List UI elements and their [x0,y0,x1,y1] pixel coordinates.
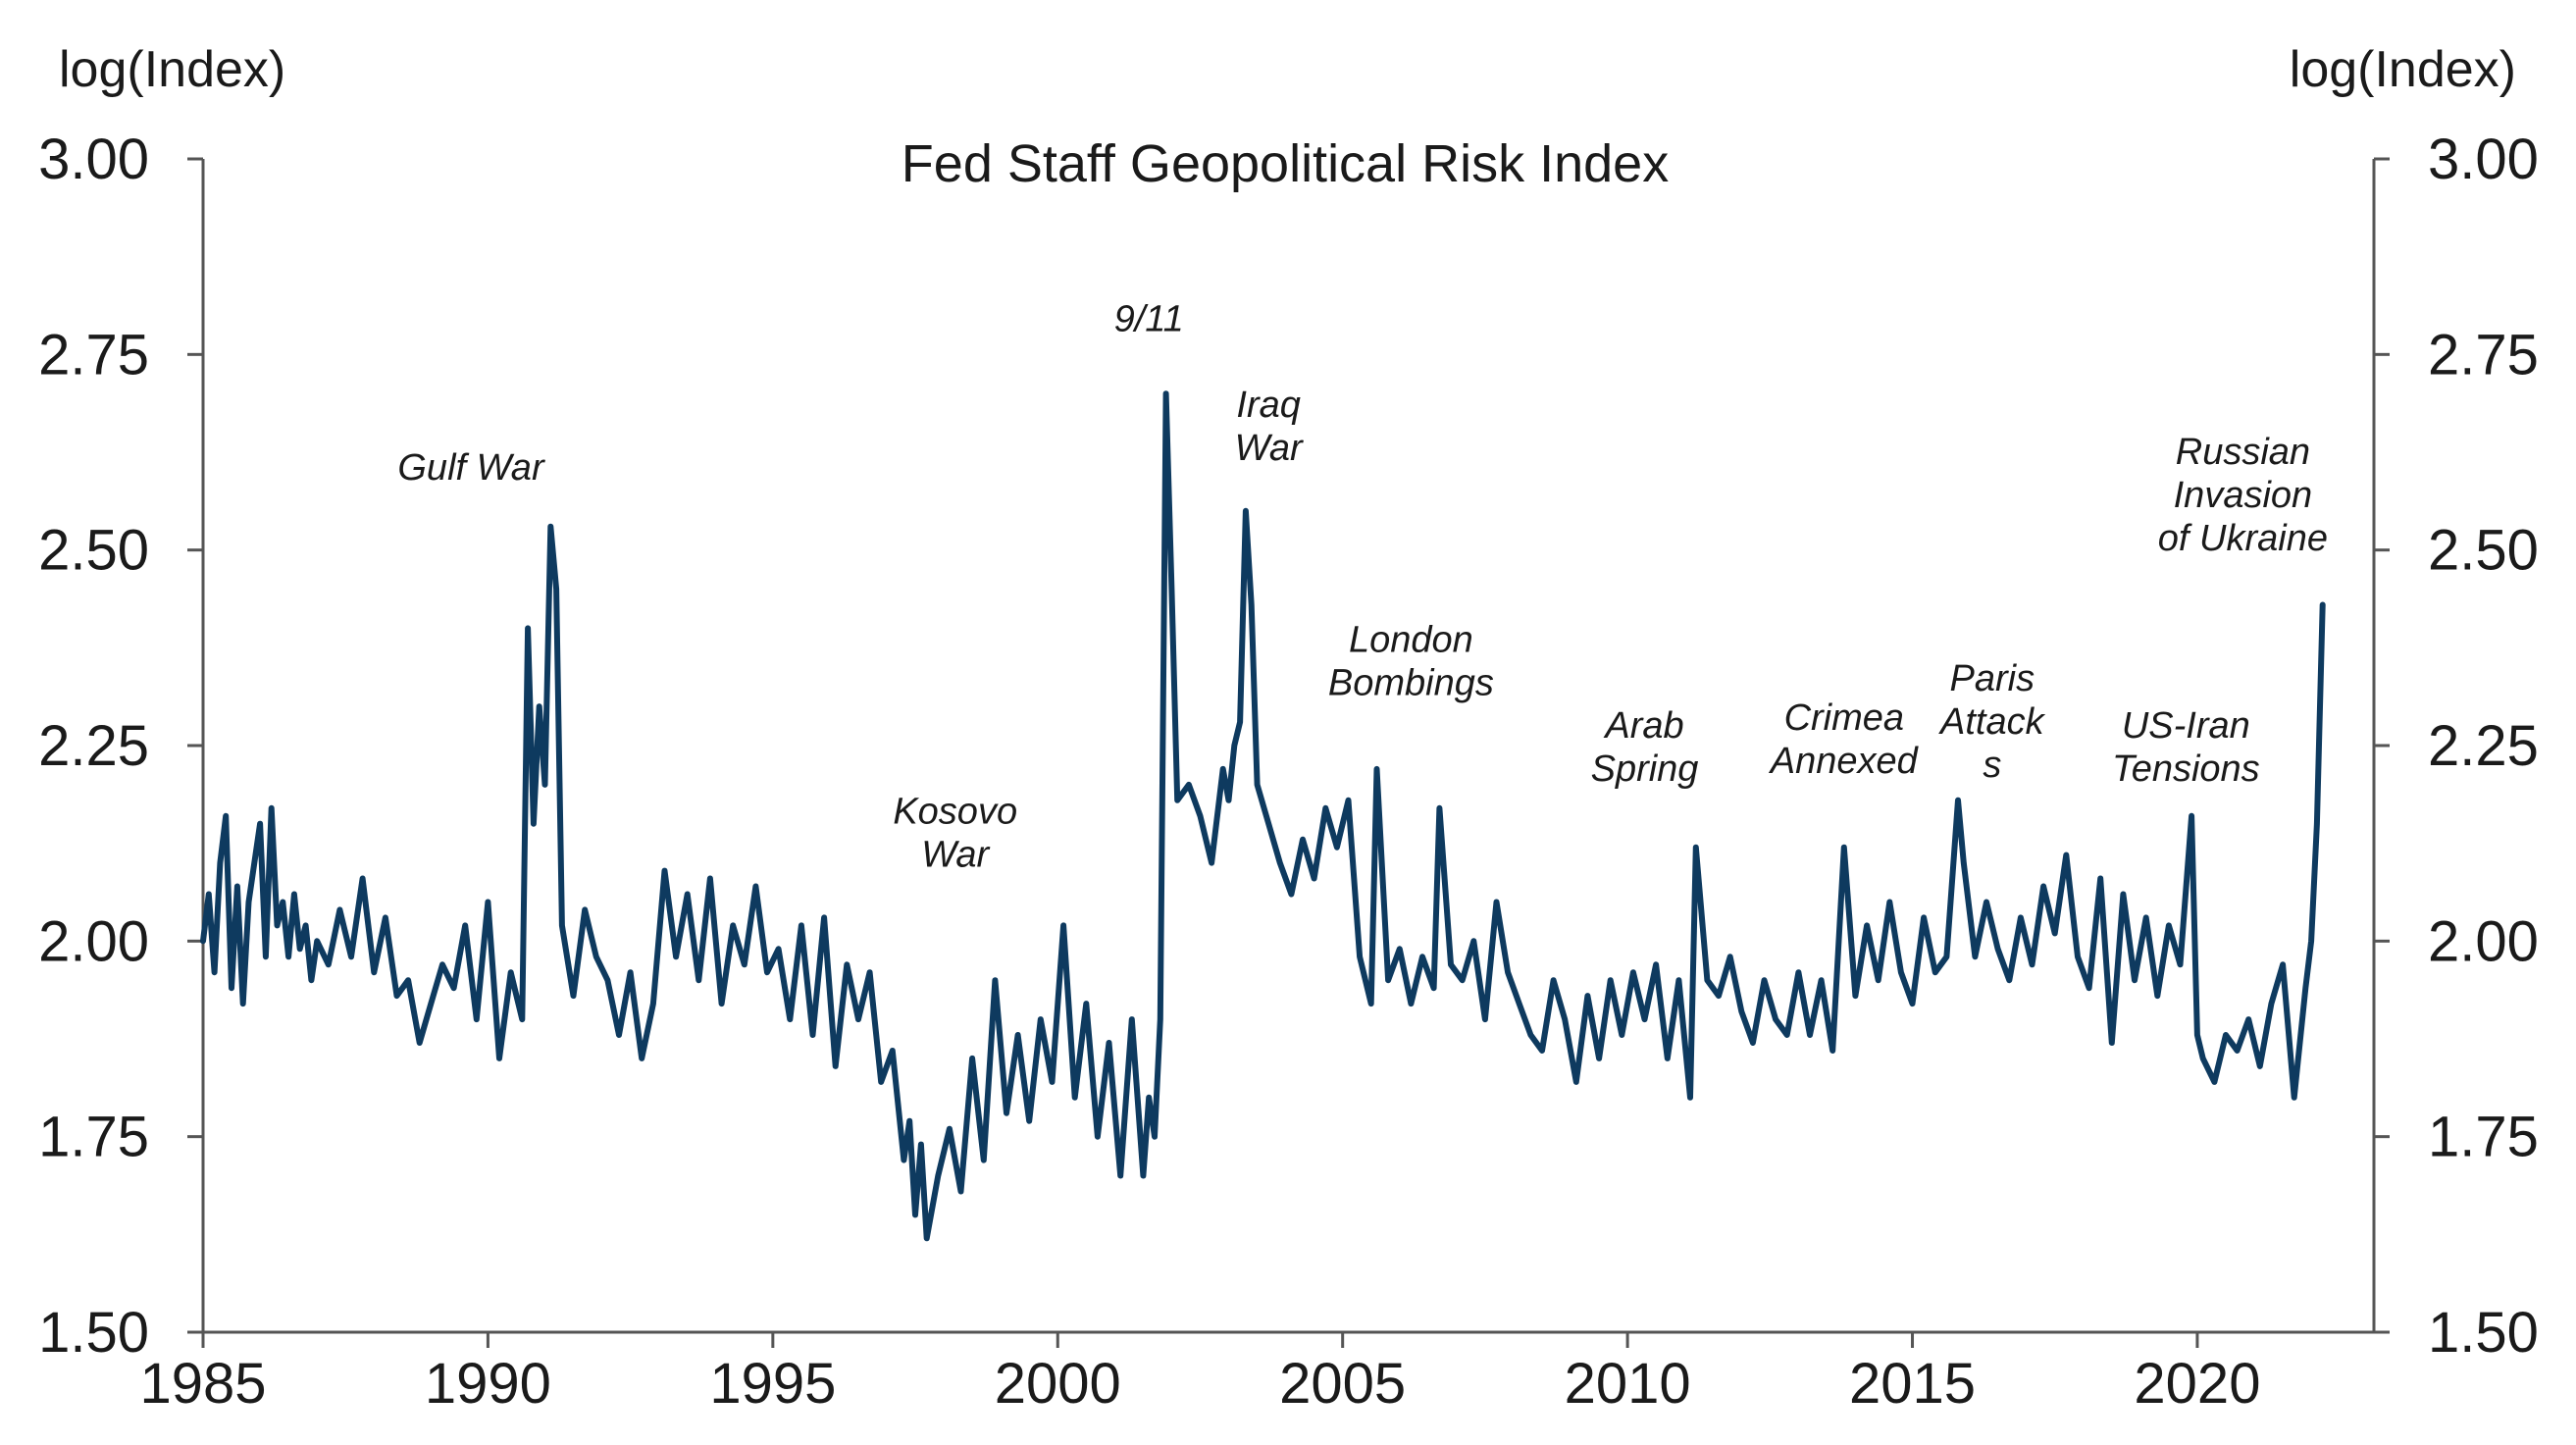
y-tick-label-right: 2.75 [2428,323,2539,387]
x-tick-label: 2020 [2134,1352,2260,1416]
x-tick-label: 2005 [1279,1352,1406,1416]
y-tick-label-right: 3.00 [2428,128,2539,191]
y-axis-title-left: log(Index) [59,41,285,98]
y-tick-label-left: 2.75 [38,323,149,387]
ticks: 1.50 1.50 1.75 1.75 2.00 2.00 2.25 2.25 2.50 2.50… [38,128,2539,1416]
y-tick-label-left: 2.25 [38,714,149,778]
y-tick-label-right: 2.50 [2428,519,2539,583]
y-tick-label-left: 2.50 [38,519,149,583]
annotations: Gulf War Kosovo War 9/11 Iraq War London Bombin… [397,298,2328,875]
x-tick-label: 1985 [139,1352,266,1416]
annotation-label: Paris Attack s [1938,658,2046,786]
y-tick-label-left: 2.00 [38,909,149,973]
annotation-label: US-Iran Tensions [2112,705,2260,790]
annotation-label: Kosovo War [893,792,1017,876]
y-tick-label-right: 1.75 [2428,1106,2539,1169]
y-tick-label-left: 3.00 [38,128,149,191]
annotation-label: London Bombings [1328,619,1494,703]
y-tick-label-right: 2.00 [2428,909,2539,973]
annotation-label: Arab Spring [1591,705,1699,790]
chart-title: Fed Staff Geopolitical Risk Index [902,134,1669,193]
x-tick-label: 1990 [425,1352,551,1416]
y-tick-label-right: 1.50 [2428,1301,2539,1365]
annotation-label: Crimea Annexed [1769,697,1920,782]
x-tick-label: 2015 [1849,1352,1976,1416]
annotation-label: Iraq War [1235,385,1304,469]
y-tick-label-left: 1.75 [38,1106,149,1169]
y-axis-title-right: log(Index) [2290,41,2516,98]
series-group [200,390,2326,1242]
y-tick-label-left: 1.50 [38,1301,149,1365]
annotation-label: Russian Invasion of Ukraine [2158,432,2328,559]
x-tick-label: 2000 [995,1352,1121,1416]
annotation-label: 9/11 [1114,298,1184,339]
series-line [200,390,2326,1242]
x-tick-label: 2010 [1565,1352,1691,1416]
x-tick-label: 1995 [709,1352,836,1416]
annotation-label: Gulf War [397,447,545,489]
y-tick-label-right: 2.25 [2428,714,2539,778]
